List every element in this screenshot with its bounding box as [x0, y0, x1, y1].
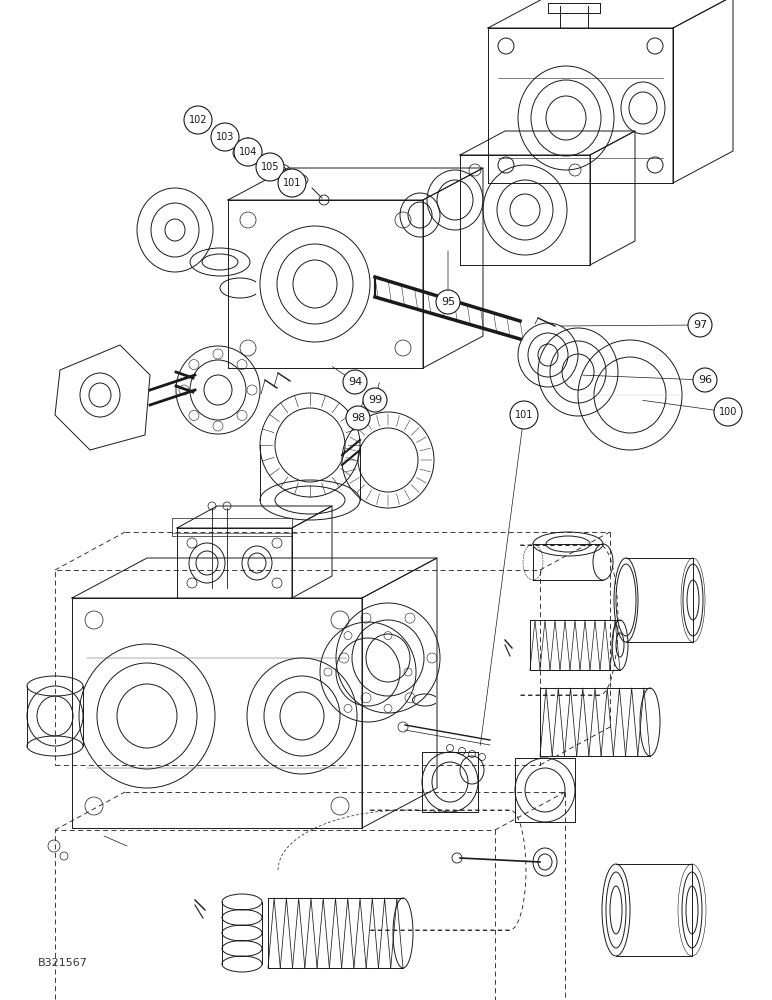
Text: 97: 97	[693, 320, 707, 330]
Ellipse shape	[256, 153, 284, 181]
Text: 105: 105	[261, 162, 279, 172]
Text: 101: 101	[515, 410, 533, 420]
Ellipse shape	[693, 368, 717, 392]
Text: 103: 103	[216, 132, 234, 142]
Text: 101: 101	[283, 178, 301, 188]
Ellipse shape	[510, 401, 538, 429]
Text: 94: 94	[348, 377, 362, 387]
Ellipse shape	[211, 123, 239, 151]
Ellipse shape	[234, 138, 262, 166]
Ellipse shape	[343, 370, 367, 394]
Text: 104: 104	[239, 147, 257, 157]
Text: 100: 100	[719, 407, 737, 417]
Text: B321567: B321567	[38, 958, 88, 968]
Text: 102: 102	[188, 115, 207, 125]
Text: 95: 95	[441, 297, 455, 307]
Ellipse shape	[184, 106, 212, 134]
Ellipse shape	[363, 388, 387, 412]
Text: 99: 99	[368, 395, 382, 405]
Text: 98: 98	[351, 413, 365, 423]
Ellipse shape	[688, 313, 712, 337]
Ellipse shape	[346, 406, 370, 430]
Ellipse shape	[278, 169, 306, 197]
Ellipse shape	[714, 398, 742, 426]
Ellipse shape	[436, 290, 460, 314]
Bar	[172, 518, 292, 536]
Text: 96: 96	[698, 375, 712, 385]
